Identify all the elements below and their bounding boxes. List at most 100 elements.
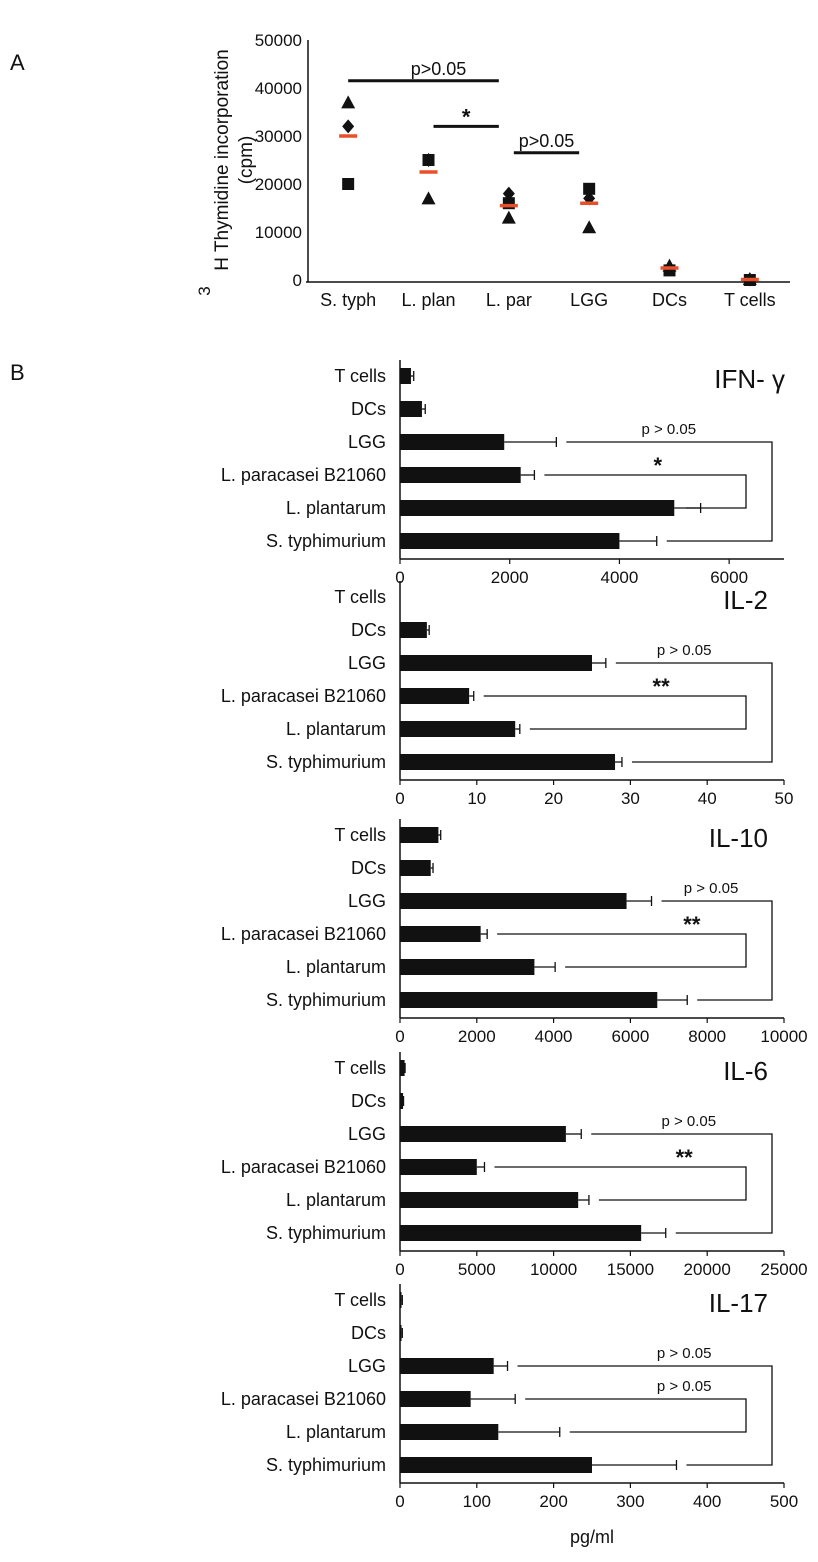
category-label: L. plantarum bbox=[286, 498, 386, 518]
bar bbox=[400, 401, 422, 417]
y-axis-title-superscript: 3 bbox=[195, 286, 214, 295]
category-label: L. plantarum bbox=[286, 1190, 386, 1210]
bar bbox=[400, 533, 620, 549]
x-category-label: DCs bbox=[652, 290, 687, 310]
x-category-label: S. typh bbox=[320, 290, 376, 310]
category-label: T cells bbox=[334, 587, 386, 607]
bar bbox=[400, 827, 439, 843]
bar bbox=[400, 1126, 566, 1142]
data-point-square bbox=[502, 197, 515, 210]
x-tick-label: 0 bbox=[395, 789, 404, 808]
bar bbox=[400, 926, 481, 942]
x-tick-label: 6000 bbox=[611, 1027, 649, 1046]
category-label: S. typhimurium bbox=[266, 990, 386, 1010]
category-label: S. typhimurium bbox=[266, 531, 386, 551]
category-label: L. plantarum bbox=[286, 719, 386, 739]
category-label: L. plantarum bbox=[286, 1422, 386, 1442]
bar-chart-il-6: 0 5000 10000 15000 20000 25000 IL-6 T cells DCs L… bbox=[221, 1052, 808, 1279]
category-label: LGG bbox=[348, 1124, 386, 1144]
category-label: L. plantarum bbox=[286, 957, 386, 977]
significance-label: * bbox=[462, 104, 471, 129]
x-tick-label: 20000 bbox=[684, 1260, 731, 1279]
bar bbox=[400, 1225, 642, 1241]
category-label: DCs bbox=[351, 1091, 386, 1111]
category-label: S. typhimurium bbox=[266, 1455, 386, 1475]
bar bbox=[400, 368, 411, 384]
x-tick-label: 0 bbox=[395, 568, 404, 587]
significance-bracket bbox=[517, 1365, 773, 1466]
data-point-square bbox=[342, 178, 355, 190]
category-label: LGG bbox=[348, 891, 386, 911]
significance-label: p > 0.05 bbox=[657, 1345, 712, 1362]
bar bbox=[400, 500, 675, 516]
y-tick-label: 0 bbox=[293, 271, 302, 290]
bar bbox=[400, 1093, 404, 1109]
bar-chart-il-17: 0 100 200 300 400 500 IL-17 T cells DCs LGG L. par… bbox=[221, 1284, 798, 1547]
category-label: DCs bbox=[351, 399, 386, 419]
x-category-label: LGG bbox=[570, 290, 608, 310]
bar bbox=[400, 860, 431, 876]
bar bbox=[400, 1325, 402, 1341]
bar-chart-ifn-: 0 2000 4000 6000 IFN- γ T cells DCs LGG L. parac… bbox=[221, 360, 785, 587]
category-label: DCs bbox=[351, 620, 386, 640]
category-label: L. paracasei B21060 bbox=[221, 1157, 386, 1177]
x-tick-label: 10 bbox=[467, 789, 486, 808]
bar bbox=[400, 959, 535, 975]
significance-bracket bbox=[615, 662, 773, 763]
bar bbox=[400, 1159, 477, 1175]
significance-label: ** bbox=[683, 912, 701, 937]
bar bbox=[400, 1391, 471, 1407]
category-label: DCs bbox=[351, 858, 386, 878]
chart-title: IFN- γ bbox=[714, 364, 785, 394]
significance-label: * bbox=[654, 453, 663, 478]
bar bbox=[400, 1457, 592, 1473]
scatter-chart-thymidine: 0 10000 20000 30000 40000 50000 S. typh L. plan… bbox=[195, 31, 790, 310]
bar bbox=[400, 992, 658, 1008]
data-point-square bbox=[583, 182, 596, 195]
category-label: L. paracasei B21060 bbox=[221, 924, 386, 944]
significance-label: p > 0.05 bbox=[657, 642, 712, 659]
y-tick-label: 10000 bbox=[255, 223, 302, 242]
bar bbox=[400, 754, 616, 770]
significance-label: p>0.05 bbox=[519, 131, 575, 151]
bar bbox=[400, 721, 516, 737]
bar bbox=[400, 1358, 494, 1374]
x-tick-label: 15000 bbox=[607, 1260, 654, 1279]
x-tick-label: 2000 bbox=[458, 1027, 496, 1046]
data-point-triangle bbox=[421, 191, 436, 205]
bar bbox=[400, 655, 592, 671]
category-label: LGG bbox=[348, 653, 386, 673]
category-label: DCs bbox=[351, 1323, 386, 1343]
bar bbox=[400, 688, 470, 704]
y-tick-label: 40000 bbox=[255, 79, 302, 98]
x-tick-label: 300 bbox=[616, 1492, 644, 1511]
category-label: S. typhimurium bbox=[266, 1223, 386, 1243]
x-tick-label: 10000 bbox=[530, 1260, 577, 1279]
data-point-triangle bbox=[341, 95, 356, 109]
significance-bracket bbox=[591, 1133, 773, 1234]
x-tick-label: 0 bbox=[395, 1492, 404, 1511]
chart-title: IL-17 bbox=[709, 1288, 768, 1318]
bar bbox=[400, 1060, 405, 1076]
y-axis-title-unit: (cpm) bbox=[236, 136, 257, 185]
bar-chart-il-10: 0 2000 4000 6000 8000 10000 IL-10 T cells DCs LGG… bbox=[221, 819, 808, 1046]
x-tick-label: 100 bbox=[463, 1492, 491, 1511]
significance-label: p > 0.05 bbox=[684, 880, 739, 897]
significance-label: p > 0.05 bbox=[641, 421, 696, 438]
x-category-label: L. plan bbox=[401, 290, 455, 310]
data-point-diamond bbox=[342, 119, 355, 134]
significance-label: p>0.05 bbox=[411, 59, 467, 79]
x-tick-label: 4000 bbox=[601, 568, 639, 587]
x-tick-label: 500 bbox=[770, 1492, 798, 1511]
panel-label-a: A bbox=[10, 50, 25, 75]
x-tick-label: 5000 bbox=[458, 1260, 496, 1279]
chart-title: IL-2 bbox=[723, 585, 768, 615]
panel-label-b: B bbox=[10, 360, 25, 385]
category-label: L. paracasei B21060 bbox=[221, 1389, 386, 1409]
bar bbox=[400, 467, 521, 483]
category-label: T cells bbox=[334, 1290, 386, 1310]
bar bbox=[400, 893, 627, 909]
data-point-diamond bbox=[502, 186, 515, 201]
y-tick-label: 20000 bbox=[255, 175, 302, 194]
